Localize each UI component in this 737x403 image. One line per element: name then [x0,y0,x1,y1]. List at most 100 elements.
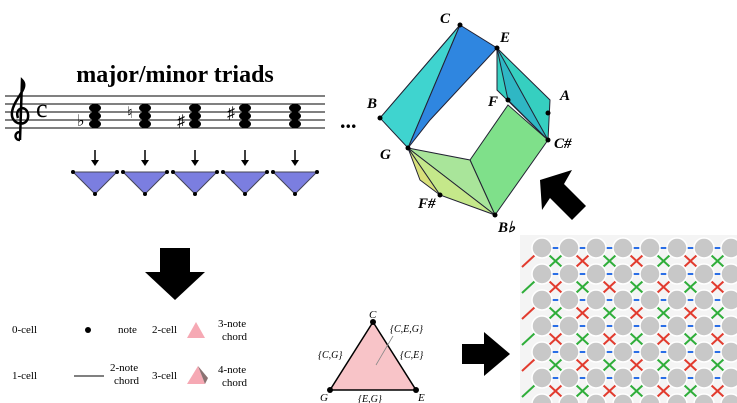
node [639,263,661,285]
legend-desc: chord [222,377,248,389]
vertex-label: G [380,147,391,163]
note-head [189,120,201,128]
title: major/minor triads [76,62,274,88]
node [666,289,688,311]
triad-triangle [71,171,119,195]
edge [575,280,590,294]
edge [710,254,725,268]
edge [656,384,671,398]
vertex [143,192,147,196]
vertex-label: E [499,30,510,46]
legend-desc: 4-note [218,364,246,376]
edge [683,306,698,320]
node [720,237,737,259]
tonnetz-grid [520,235,737,403]
note-head [289,104,301,112]
edge [683,254,698,268]
vertex-label: C [440,11,451,27]
note-head [89,104,101,112]
triad-triangle [221,171,269,195]
edge [710,332,725,346]
vertex [221,170,225,174]
vertex-label: C# [554,136,572,152]
edge [602,384,617,398]
note-head [289,120,301,128]
vertex [265,170,269,174]
node [666,237,688,259]
vertex [315,170,319,174]
edge [656,332,671,346]
down-arrow [145,248,205,300]
vertex [121,170,125,174]
edge [710,358,725,372]
node [720,263,737,285]
node [531,263,553,285]
node [558,289,580,311]
note-head [189,112,201,120]
note-head [89,120,101,128]
polytope-labels: C E A B F G C# F# B♭ [366,11,572,236]
note-head [239,120,251,128]
node [639,289,661,311]
node [612,263,634,285]
node [585,341,607,363]
ellipsis: ... [340,108,357,133]
node [612,289,634,311]
right-arrow [462,332,510,376]
edge [629,332,644,346]
edge [683,358,698,372]
arrow-head [141,160,149,166]
node [666,393,688,403]
edge [521,384,536,398]
node [612,367,634,389]
simplex [328,320,418,391]
legend-cell: 2-cell [152,324,177,336]
node [666,315,688,337]
node [612,237,634,259]
node [720,341,737,363]
edge [521,306,536,320]
vertex [215,170,219,174]
note-head [89,112,101,120]
note-head [139,120,151,128]
arrow-head [191,160,199,166]
legend-desc: chord [114,375,140,387]
arrow-head [291,160,299,166]
accidental: ♮ [127,105,133,122]
accidental: ♯ [227,105,235,122]
node [531,237,553,259]
note-head [289,112,301,120]
staff [5,95,325,129]
note-head [239,104,251,112]
edge [710,280,725,294]
note-head [139,104,151,112]
vertex-label: E [417,392,425,403]
node [693,315,715,337]
legend-desc: chord [222,331,248,343]
edge [629,280,644,294]
arrow-head [241,160,249,166]
edge [602,332,617,346]
edge [575,384,590,398]
node [693,341,715,363]
polytope [379,24,551,217]
node [693,289,715,311]
note-head [139,112,151,120]
vertex [171,170,175,174]
node [666,367,688,389]
node [639,315,661,337]
vertex-label: B [366,96,377,112]
edge [629,384,644,398]
node [693,237,715,259]
face-label: {C,E,G} [390,324,423,335]
vertex-label: A [559,88,570,104]
node [585,289,607,311]
note-head [239,112,251,120]
node [531,367,553,389]
triad-triangle [121,171,169,195]
treble-clef [10,77,30,142]
arrow-head [91,160,99,166]
edge [521,254,536,268]
edge-label: {C,G} [318,350,342,361]
